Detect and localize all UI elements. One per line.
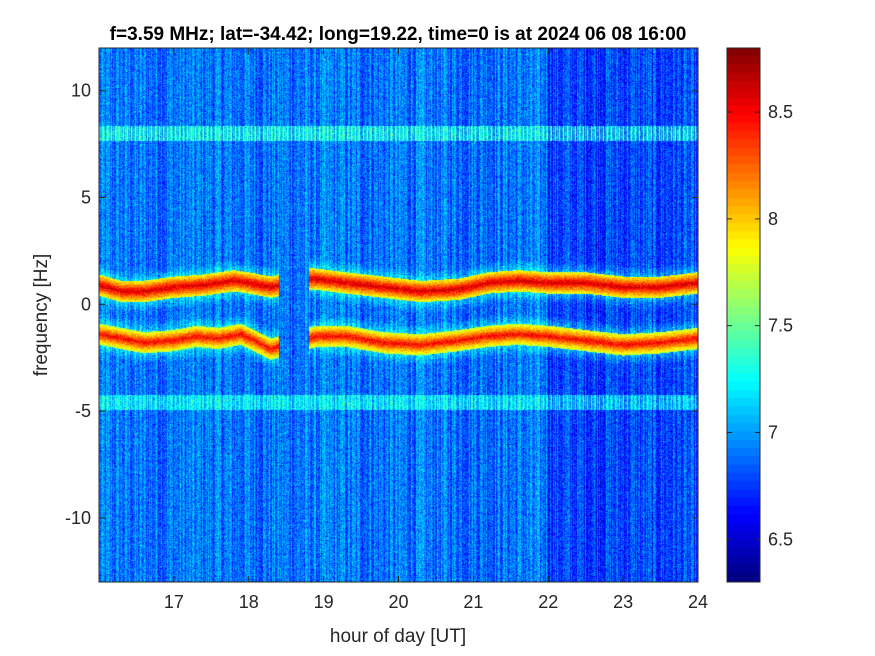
x-axis-label: hour of day [UT]	[330, 626, 466, 647]
colorbar-frame	[726, 47, 761, 583]
x-tick-label: 22	[538, 592, 558, 612]
x-tick-label: 19	[314, 592, 334, 612]
x-tick-label: 23	[613, 592, 633, 612]
y-axis-label: frequency [Hz]	[31, 254, 52, 377]
colorbar-tick-label: 7.5	[768, 316, 793, 336]
y-tick-label: 10	[71, 81, 91, 101]
x-tick-label: 17	[164, 592, 184, 612]
colorbar-tick-label: 8.5	[768, 102, 793, 122]
y-tick-label: -5	[75, 401, 91, 421]
y-tick-label: 5	[81, 188, 91, 208]
x-tick-label: 18	[239, 592, 259, 612]
colorbar-tick-label: 7	[768, 422, 778, 442]
y-tick-label: 0	[81, 294, 91, 314]
colorbar-tick-label: 6.5	[768, 529, 793, 549]
plot-area: 17 18 19 20 21 22 23 24 10 5 0 -5 -10	[65, 47, 708, 612]
y-axis: 10 5 0 -5 -10	[65, 81, 698, 528]
x-tick-label: 21	[463, 592, 483, 612]
x-tick-label: 20	[388, 592, 408, 612]
chart-title: f=3.59 MHz; lat=-34.42; long=19.22, time…	[110, 24, 687, 45]
y-tick-label: -10	[65, 508, 91, 528]
x-tick-label: 24	[688, 592, 708, 612]
colorbar-tick-label: 8	[768, 209, 778, 229]
colorbar-ticks: 8.5 8 7.5 7 6.5	[727, 102, 793, 549]
colorbar: 8.5 8 7.5 7 6.5	[726, 47, 793, 583]
x-axis: 17 18 19 20 21 22 23 24	[164, 48, 708, 612]
spectrogram-image	[99, 48, 698, 582]
colorbar-gradient	[727, 48, 760, 582]
